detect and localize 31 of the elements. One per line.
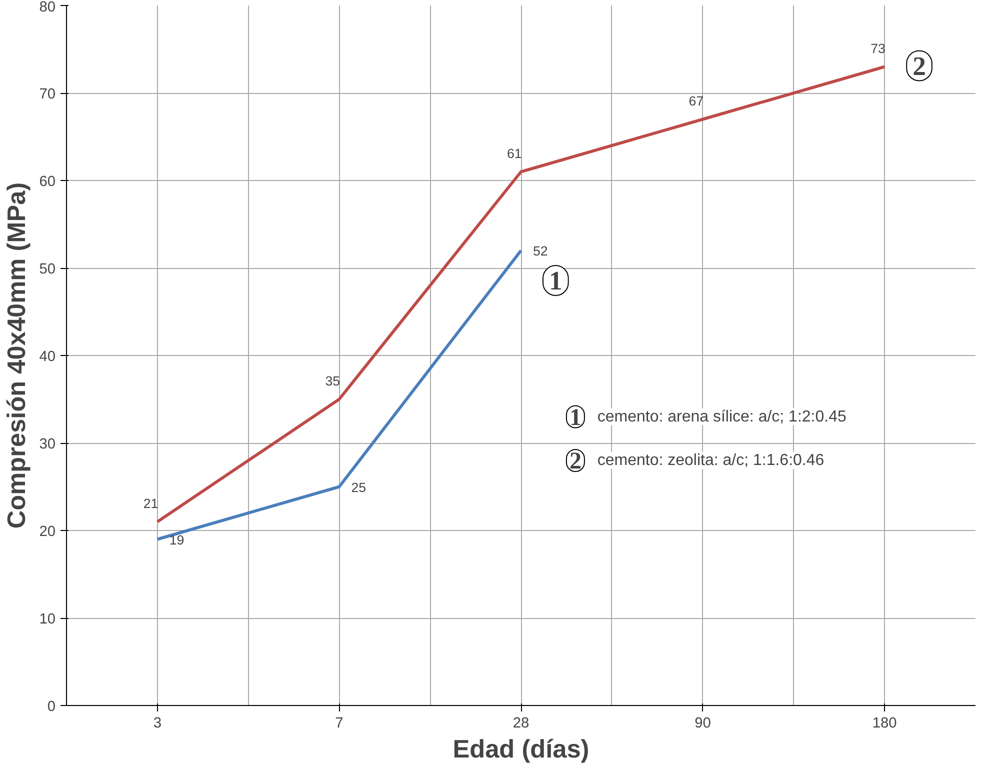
data-label: 35 (325, 373, 340, 388)
x-tick-label: 7 (335, 716, 344, 732)
x-tick-label: 180 (872, 716, 897, 732)
data-label: 25 (351, 480, 366, 495)
y-tick-label: 50 (39, 262, 56, 278)
x-tick-label: 28 (512, 716, 530, 732)
y-tick-label: 40 (39, 349, 56, 365)
series-label: 1 (549, 266, 562, 296)
data-label: 73 (870, 40, 886, 56)
y-tick-label: 20 (39, 524, 56, 540)
annotation: cemento: zeolita: a/c; 1:1.6:0.46 (597, 452, 824, 469)
data-label: 61 (507, 146, 522, 161)
data-label: 19 (169, 532, 184, 548)
y-axis-title: Compresión 40x40mm (MPa) (3, 182, 32, 529)
text: 2 (569, 448, 582, 474)
y-tick-label: 30 (39, 436, 56, 452)
data-label: 52 (533, 244, 548, 258)
annotation: cemento: arena sílice: a/c; 1:2:0.45 (597, 408, 846, 426)
y-tick-label: 70 (39, 86, 56, 102)
y-tick-label: 10 (39, 612, 56, 628)
y-tick-label: 0 (47, 699, 56, 715)
x-tick-label: 90 (694, 716, 711, 732)
text: 1 (569, 404, 582, 431)
data-label: 67 (688, 93, 704, 108)
x-axis-title: Edad (días) (452, 736, 590, 764)
series-label: 2 (912, 50, 926, 81)
x-tick-label: 3 (153, 716, 162, 732)
y-tick-label: 80 (39, 0, 56, 16)
line-series (156, 65, 886, 524)
y-tick-label: 60 (39, 174, 56, 190)
data-label: 21 (143, 496, 158, 511)
